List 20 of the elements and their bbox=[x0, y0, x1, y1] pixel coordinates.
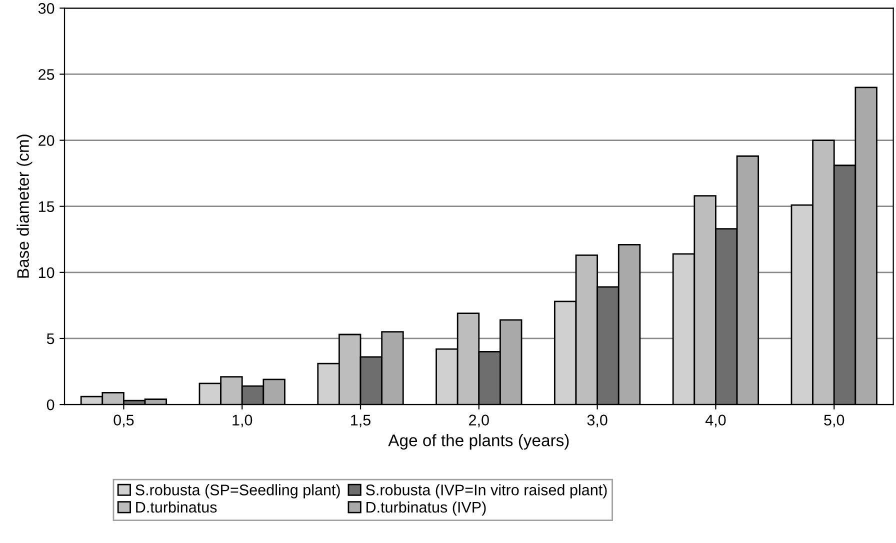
legend-label: S.robusta (IVP=In vitro raised plant) bbox=[366, 484, 607, 498]
y-tick-label: 25 bbox=[38, 69, 54, 80]
legend-label: D.turbinatus (IVP) bbox=[366, 501, 486, 516]
x-tick-label: 0,5 bbox=[114, 414, 134, 428]
x-axis-title: Age of the plants (years) bbox=[388, 434, 569, 450]
y-tick-label: 10 bbox=[38, 267, 54, 278]
x-tick-label: 2,0 bbox=[469, 414, 489, 428]
y-tick-label: 0 bbox=[46, 399, 54, 410]
y-tick-label: 15 bbox=[38, 201, 54, 212]
y-tick-label: 30 bbox=[38, 3, 54, 14]
y-tick-label: 5 bbox=[46, 333, 54, 344]
legend-label: D.turbinatus bbox=[136, 501, 217, 513]
x-tick-label: 5,0 bbox=[824, 414, 844, 428]
y-axis-title: Base diameter (cm) bbox=[16, 134, 32, 278]
x-tick-label: 3,0 bbox=[587, 414, 608, 428]
y-tick-label: 20 bbox=[38, 135, 54, 146]
legend-label: S.robusta (SP=Seedling plant) bbox=[136, 484, 340, 498]
x-tick-label: 1,0 bbox=[232, 414, 252, 428]
x-tick-label: 1,5 bbox=[351, 414, 370, 428]
x-tick-label: 4,0 bbox=[705, 414, 726, 428]
